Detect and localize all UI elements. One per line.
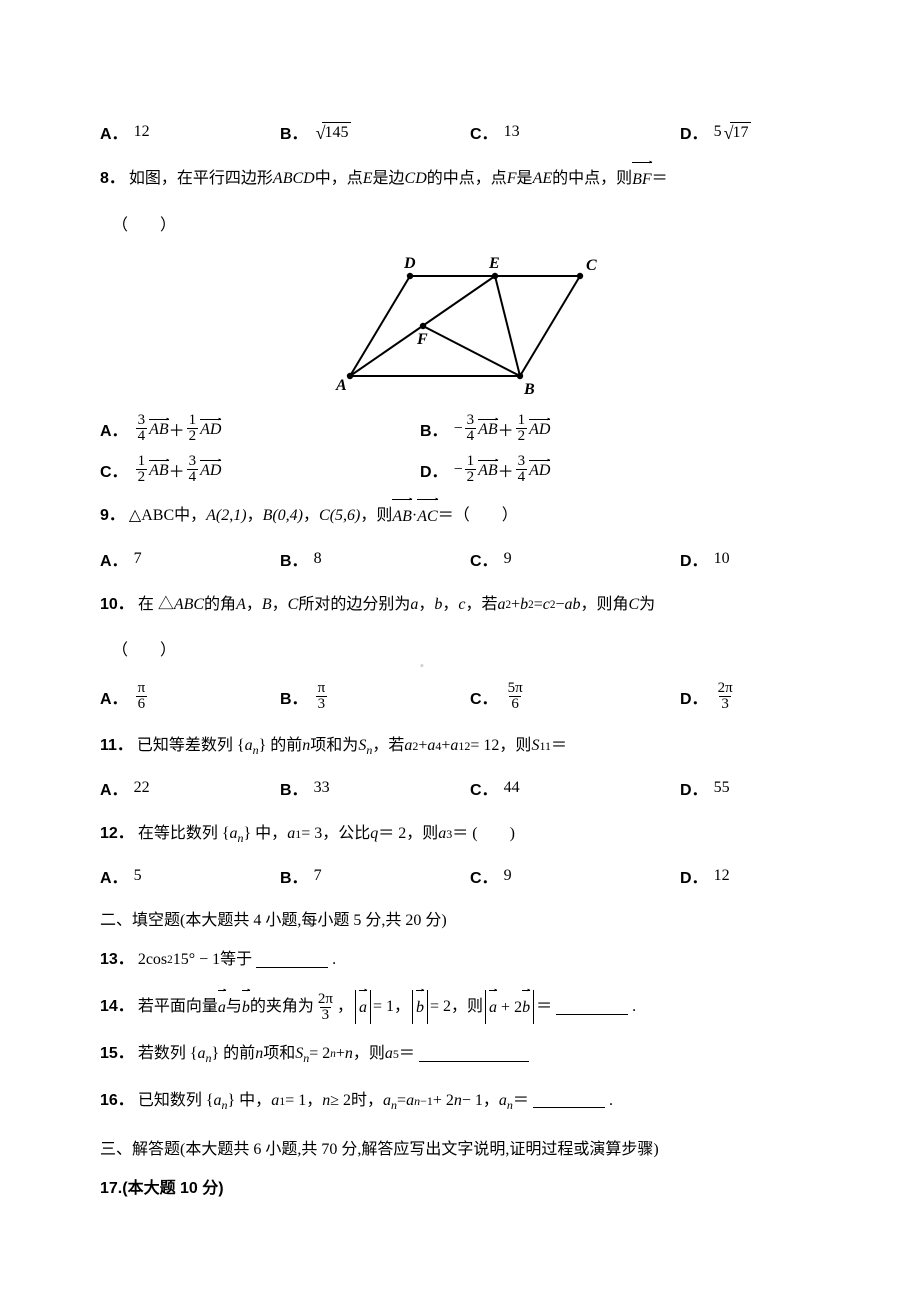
q8-option-C: C． 12 AB＋ 34 AD — [100, 454, 400, 485]
q16: 16． 已知数列 {an} 中，a1 = 1， n ≥ 2 时，an = an−… — [100, 1085, 820, 1117]
q14: 14． 若平面向量 a 与 b 的夹角为 2π3， a= 1， b= 2，则 a… — [100, 990, 820, 1024]
q9-stem: 9． △ABC 中， A(2,1)， B(0,4)， C(5,6)，则 AB·A… — [100, 499, 820, 533]
q8-figure: A B C D E F — [100, 256, 820, 401]
q14-number: 14． — [100, 991, 134, 1023]
q10-option-D: D．2π3 — [680, 681, 737, 712]
svg-text:F: F — [416, 331, 428, 348]
svg-text:A: A — [335, 377, 347, 394]
q15-blank — [419, 1047, 529, 1062]
q7-option-A: A．12 — [100, 120, 280, 144]
q16-number: 16． — [100, 1085, 134, 1117]
q16-blank — [533, 1093, 605, 1108]
q10-paren: （ ） — [112, 635, 820, 667]
q9-option-B: B．8 — [280, 547, 470, 571]
q13-number: 13． — [100, 944, 134, 976]
q17-title: 17.(本大题 10 分) — [100, 1173, 224, 1205]
q8-stem: 8． 如图，在平行四边形 ABCD 中，点 E 是边 CD 的中点，点 F 是 … — [100, 162, 820, 196]
vec-BF: BF — [632, 162, 652, 196]
q12-option-C: C．9 — [470, 864, 680, 888]
q10-stem: 10． 在 △ABC 的角 A，B，C 所对的边分别为 a，b，c ，若 a2 … — [100, 589, 820, 621]
q15-number: 15． — [100, 1038, 134, 1070]
q9-options: A．7 B．8 C．9 D．10 — [100, 547, 820, 571]
svg-text:B: B — [523, 381, 535, 396]
q17: 17.(本大题 10 分) — [100, 1173, 820, 1205]
q12-option-A: A．5 — [100, 864, 280, 888]
q7-options: A．12 B．√145 C．13 D．5√17 — [100, 120, 820, 144]
q11-number: 11． — [100, 730, 133, 762]
q7-option-B: B．√145 — [280, 120, 470, 144]
watermark-icon: ▪ — [420, 660, 424, 672]
q7-C-value: 13 — [504, 123, 520, 141]
q14-blank — [556, 1000, 628, 1015]
q12-options: A．5 B．7 C．9 D．12 — [100, 864, 820, 888]
q12-number: 12． — [100, 818, 134, 850]
q7-A-value: 12 — [134, 123, 150, 141]
section-II-title: 二、填空题(本大题共 4 小题,每小题 5 分,共 20 分) — [100, 906, 820, 930]
q8-option-D: D． − 12 AB＋ 34 AD — [420, 454, 740, 485]
q8-option-A: A． 34 AB＋ 12 AD — [100, 413, 400, 444]
q8-option-B: B． − 34 AB＋ 12 AD — [420, 413, 740, 444]
q7-option-D: D．5√17 — [680, 120, 753, 144]
q11-options: A．22 B．33 C．44 D．55 — [100, 776, 820, 800]
svg-text:C: C — [586, 257, 597, 274]
svg-text:E: E — [488, 256, 500, 272]
q9-option-D: D．10 — [680, 547, 730, 571]
q9-option-C: C．9 — [470, 547, 680, 571]
q11-option-D: D．55 — [680, 776, 730, 800]
q11-option-C: C．44 — [470, 776, 680, 800]
q8-options: A． 34 AB＋ 12 AD B． − 34 AB＋ 12 AD C． 12 … — [100, 413, 820, 485]
q9-option-A: A．7 — [100, 547, 280, 571]
q13: 13． 2cos215° − 1等于. — [100, 944, 820, 976]
q15: 15． 若数列 {an} 的前 n 项和 Sn = 2n + n，则 a5＝ — [100, 1038, 820, 1070]
q12-option-D: D．12 — [680, 864, 730, 888]
q11-option-A: A．22 — [100, 776, 280, 800]
q10-option-A: A．π6 — [100, 681, 280, 712]
q11-option-B: B．33 — [280, 776, 470, 800]
q8-paren: （ ） — [112, 210, 820, 242]
q10-options: A．π6 B．π3 C．5π6 D．2π3 — [100, 681, 820, 712]
svg-text:D: D — [403, 256, 416, 272]
q10-option-B: B．π3 — [280, 681, 470, 712]
q7-option-C: C．13 — [470, 120, 680, 144]
q9-number: 9． — [100, 500, 125, 532]
q10-option-C: C．5π6 — [470, 681, 680, 712]
math-exam-page: A．12 B．√145 C．13 D．5√17 8． 如图，在平行四边形 ABC… — [0, 0, 920, 1302]
q11-stem: 11． 已知等差数列 {an} 的前 n 项和为 Sn ，若 a2 + a4 +… — [100, 730, 820, 762]
q13-blank — [256, 953, 328, 968]
parallelogram-diagram: A B C D E F — [310, 256, 610, 396]
q10-number: 10． — [100, 589, 134, 621]
q12-stem: 12． 在等比数列 {an} 中，a1 = 3 ，公比 q ＝ 2，则 a3＝ … — [100, 818, 820, 850]
section-III-title: 三、解答题(本大题共 6 小题,共 70 分,解答应写出文字说明,证明过程或演算… — [100, 1135, 820, 1159]
q12-option-B: B．7 — [280, 864, 470, 888]
q8-number: 8． — [100, 163, 125, 195]
